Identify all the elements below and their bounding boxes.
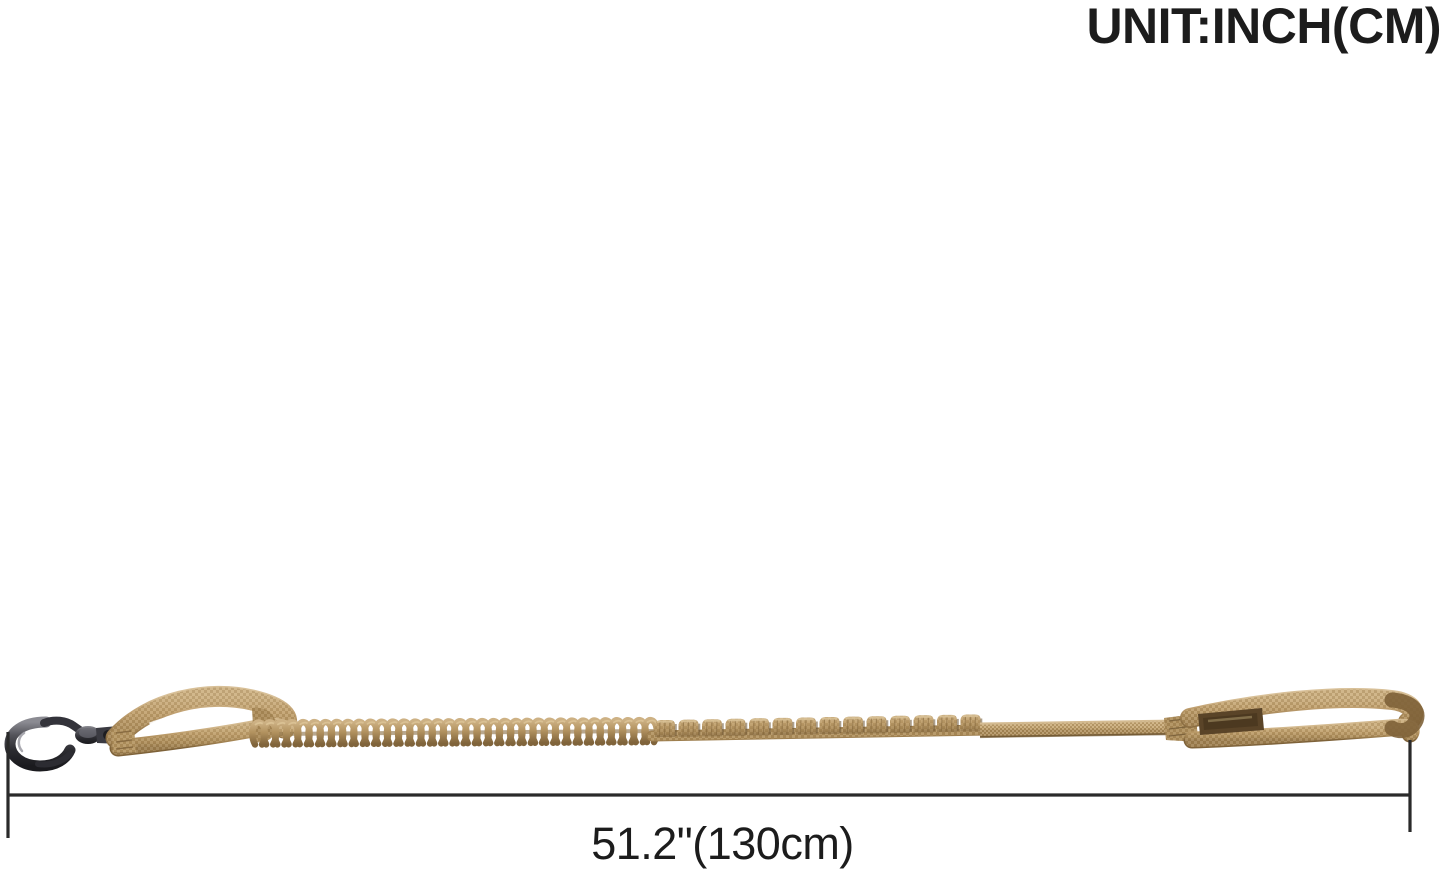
dimension-label: 51.2"(130cm) — [591, 818, 854, 869]
ruched-webbing-section — [646, 714, 994, 742]
dimension-line — [6, 732, 1412, 838]
brand-label-tag — [1198, 708, 1264, 735]
main-handle-loop — [1164, 688, 1425, 749]
snap-hook-clip — [4, 716, 120, 772]
unit-title: UNIT:INCH(CM) — [1086, 0, 1441, 54]
flat-strap-section — [979, 719, 1181, 739]
bungee-coil-section — [249, 716, 661, 748]
